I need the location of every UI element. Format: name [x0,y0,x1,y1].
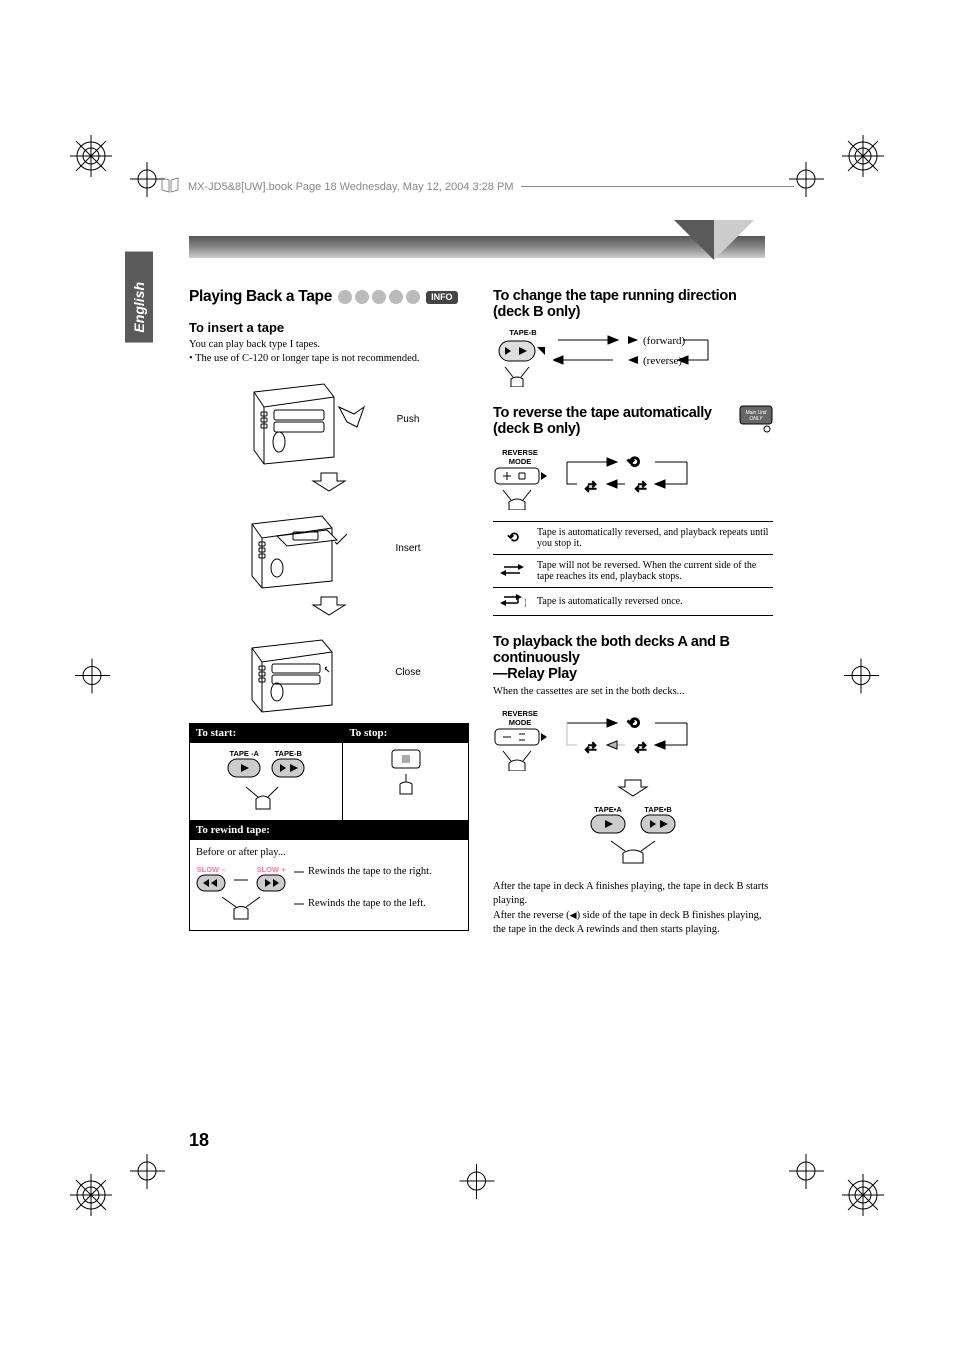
stop-button-icon [391,749,421,769]
rewind-left-text: Rewinds the tape to the left. [308,897,426,911]
tapeb-button-diagram [493,337,553,387]
reverse-mode-label2b: MODE [493,718,547,727]
reverse-mode-button [493,727,547,771]
play-reverse-button-icon [271,758,305,778]
slow-plus-label: SLOW + [256,865,286,874]
mode-icon-once: ) [493,588,533,616]
registration-mark [130,1154,165,1189]
color-dots [338,290,420,304]
mode-desc-once: Tape is automatically reversed once. [533,588,773,616]
svg-text:⥄: ⥄ [585,737,597,753]
reverse-mode-label1b: REVERSE [493,709,547,718]
down-arrow-icon [309,471,349,493]
rewind-left-button-icon [196,874,226,892]
reverse-mode-table: ⟲ Tape is automatically reversed, and pl… [493,521,773,616]
registration-mark [460,1164,495,1199]
tapeb-small-label: TAPE-B [493,328,553,337]
svg-text:⟲: ⟲ [627,454,640,471]
insert-line2: • The use of C-120 or longer tape is not… [189,352,469,366]
tape-b-label: TAPE-B [271,749,305,758]
svg-text:(reverse): (reverse) [643,355,682,367]
registration-mark [842,1174,884,1216]
svg-text:): ) [524,597,526,607]
document-header: MX-JD5&8[UW].book Page 18 Wednesday, May… [160,176,794,197]
deck-push-diagram [239,372,389,467]
relay-title-l1: To playback the both decks A and B conti… [493,634,773,666]
mode-icon-loop: ⟲ [493,522,533,555]
play-button-icon [590,814,626,834]
insert-label: Insert [395,543,420,554]
playback-table: To start: To stop: TAPE -A TAPE-B [189,723,469,930]
svg-text:(forward): (forward) [643,335,685,347]
main-unit-badge: Main UnitONLY [739,405,773,438]
header-triangle-icon [674,220,754,265]
change-direction-title-l2: (deck B only) [493,304,773,320]
reverse-mode-button [493,466,547,510]
registration-mark [789,1154,824,1189]
relay-title-l2: —Relay Play [493,666,773,682]
relay-intro-text: When the cassettes are set in the both d… [493,685,773,699]
th-start: To start: [190,724,343,743]
svg-text:⟲: ⟲ [627,715,640,732]
pointing-hand-icon [593,839,673,865]
registration-mark [70,1174,112,1216]
reverse-mode-label1: REVERSE [493,448,547,457]
close-label: Close [395,667,421,678]
direction-arrows-diagram: (forward) (reverse) [553,328,713,372]
insert-tape-title: To insert a tape [189,320,469,335]
language-tab: English [125,252,153,343]
th-stop: To stop: [343,724,469,743]
mode-icon-single [493,555,533,588]
playing-back-title: Playing Back a Tape [189,288,332,306]
svg-text:⥄: ⥄ [635,476,647,492]
relay-after2: After the reverse (◀) side of the tape i… [493,909,773,937]
play-reverse-button-icon [640,814,676,834]
insert-line1: You can play back type I tapes. [189,338,469,352]
th-rewind: To rewind tape: [190,821,469,840]
rewind-note: Before or after play... [196,846,462,860]
pointing-hand-icon [206,895,276,921]
reverse-cycle-diagram: ⟲ ⥄ ⥄ [557,448,707,498]
tapeb-label: TAPE•B [640,805,676,814]
page-number: 18 [189,1130,209,1151]
slow-minus-label: SLOW – [196,865,226,874]
header-filename: MX-JD5&8[UW].book Page 18 Wednesday, May… [188,181,513,193]
book-icon [160,176,180,197]
svg-text:ONLY: ONLY [749,416,763,422]
registration-mark [70,135,112,177]
svg-text:⥄: ⥄ [585,476,597,492]
reverse-mode-label2: MODE [493,457,547,466]
push-label: Push [397,414,420,425]
down-arrow-icon [615,778,651,798]
mode-desc-single: Tape will not be reversed. When the curr… [533,555,773,588]
registration-mark [75,658,110,693]
deck-close-diagram [237,630,387,715]
svg-text:⟲: ⟲ [507,531,519,544]
registration-mark [844,658,879,693]
registration-mark [789,162,824,197]
play-button-icon [227,758,261,778]
tapea-label: TAPE•A [590,805,626,814]
mode-desc-loop: Tape is automatically reversed, and play… [533,522,773,555]
relay-after1: After the tape in deck A finishes playin… [493,880,773,908]
tape-a-label: TAPE -A [227,749,261,758]
down-arrow-icon [309,595,349,617]
change-direction-title-l1: To change the tape running direction [493,288,773,304]
reverse-auto-title-l2: (deck B only) [493,421,731,437]
reverse-auto-title-l1: To reverse the tape automatically [493,405,731,421]
rewind-right-button-icon [256,874,286,892]
reverse-cycle-diagram: ⟲ ⥄ ⥄ [557,709,707,759]
registration-mark [842,135,884,177]
svg-text:⥄: ⥄ [635,737,647,753]
deck-insert-diagram [237,506,387,591]
info-badge: INFO [426,291,458,304]
pointing-hand-icon [386,772,426,798]
pointing-hand-icon [226,783,306,811]
rewind-right-text: Rewinds the tape to the right. [308,865,432,879]
